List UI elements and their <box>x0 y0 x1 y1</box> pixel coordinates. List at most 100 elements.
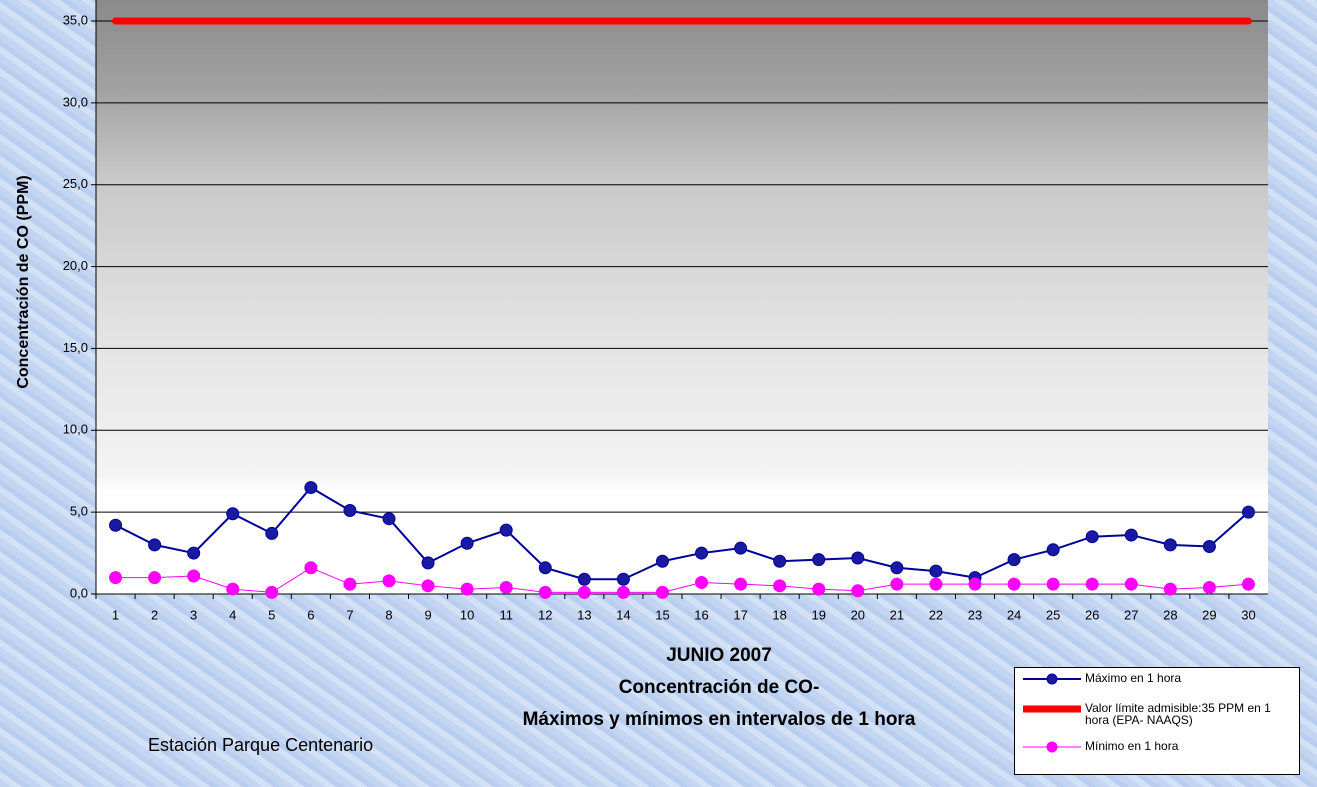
data-point <box>266 527 278 539</box>
data-point <box>774 555 786 567</box>
x-tick-label: 30 <box>1241 607 1255 622</box>
x-tick-label: 21 <box>890 607 904 622</box>
data-point <box>266 586 278 598</box>
x-tick-label: 8 <box>385 607 392 622</box>
data-point <box>1242 506 1254 518</box>
data-point <box>852 585 864 597</box>
x-tick-label: 20 <box>851 607 865 622</box>
x-tick-label: 24 <box>1007 607 1021 622</box>
x-tick-label: 10 <box>460 607 474 622</box>
legend-label: Valor límite admisible:35 PPM en 1 hora … <box>1085 702 1281 726</box>
data-point <box>227 508 239 520</box>
data-point <box>1164 583 1176 595</box>
data-point <box>617 573 629 585</box>
y-axis-label: Concentración de CO (PPM) <box>15 175 32 388</box>
data-point <box>930 565 942 577</box>
x-tick-label: 1 <box>112 607 119 622</box>
data-point <box>461 583 473 595</box>
x-tick-label: 16 <box>694 607 708 622</box>
x-tick-label: 2 <box>151 607 158 622</box>
data-point <box>344 505 356 517</box>
data-point <box>539 562 551 574</box>
data-point <box>656 555 668 567</box>
data-point <box>852 552 864 564</box>
data-point <box>383 513 395 525</box>
data-point <box>1242 578 1254 590</box>
data-point <box>735 578 747 590</box>
legend-marker <box>1047 742 1057 752</box>
data-point <box>735 542 747 554</box>
legend-swatch <box>1019 740 1085 754</box>
x-tick-label: 11 <box>499 607 513 622</box>
data-point <box>1086 578 1098 590</box>
data-point <box>422 580 434 592</box>
data-point <box>1203 541 1215 553</box>
data-point <box>1125 529 1137 541</box>
x-tick-label: 12 <box>538 607 552 622</box>
x-tick-label: 22 <box>929 607 943 622</box>
x-tick-label: 28 <box>1163 607 1177 622</box>
legend-label: Mínimo en 1 hora <box>1085 740 1281 752</box>
x-tick-label: 6 <box>307 607 314 622</box>
data-point <box>1125 578 1137 590</box>
data-point <box>1008 578 1020 590</box>
x-tick-label: 17 <box>733 607 747 622</box>
x-tick-label: 19 <box>811 607 825 622</box>
legend-item: Valor límite admisible:35 PPM en 1 hora … <box>1019 702 1281 726</box>
x-tick-label: 23 <box>968 607 982 622</box>
data-point <box>696 577 708 589</box>
x-tick-label: 9 <box>424 607 431 622</box>
data-point <box>617 586 629 598</box>
data-point <box>1047 544 1059 556</box>
data-point <box>656 586 668 598</box>
data-point <box>110 572 122 584</box>
legend-item: Mínimo en 1 hora <box>1019 740 1281 754</box>
data-point <box>539 586 551 598</box>
page: JUNIO 2007 Concentración de CO- Máximos … <box>0 0 1317 787</box>
data-point <box>813 554 825 566</box>
x-tick-label: 4 <box>229 607 236 622</box>
data-point <box>149 572 161 584</box>
data-point <box>1008 554 1020 566</box>
y-tick-label: 5,0 <box>70 504 88 519</box>
legend-marker <box>1047 674 1057 684</box>
x-tick-label: 26 <box>1085 607 1099 622</box>
y-tick-label: 20,0 <box>63 258 88 273</box>
data-point <box>383 575 395 587</box>
data-point <box>1203 581 1215 593</box>
data-point <box>774 580 786 592</box>
data-point <box>305 562 317 574</box>
data-point <box>578 586 590 598</box>
y-tick-label: 35,0 <box>63 12 88 27</box>
data-point <box>344 578 356 590</box>
x-tick-label: 27 <box>1124 607 1138 622</box>
x-tick-label: 3 <box>190 607 197 622</box>
x-tick-label: 5 <box>268 607 275 622</box>
data-point <box>461 537 473 549</box>
y-tick-label: 10,0 <box>63 422 88 437</box>
data-point <box>891 578 903 590</box>
y-tick-label: 25,0 <box>63 176 88 191</box>
data-point <box>305 482 317 494</box>
data-point <box>500 581 512 593</box>
data-point <box>1164 539 1176 551</box>
data-point <box>110 519 122 531</box>
legend-swatch <box>1019 702 1085 716</box>
data-point <box>422 557 434 569</box>
legend-label: Máximo en 1 hora <box>1085 672 1281 684</box>
data-point <box>891 562 903 574</box>
x-tick-label: 13 <box>577 607 591 622</box>
x-tick-label: 25 <box>1046 607 1060 622</box>
y-tick-label: 0,0 <box>70 585 88 600</box>
data-point <box>149 539 161 551</box>
x-tick-label: 18 <box>772 607 786 622</box>
data-point <box>1086 531 1098 543</box>
annotation: Estación Parque Centenario <box>148 735 373 755</box>
x-tick-label: 15 <box>655 607 669 622</box>
y-tick-label: 15,0 <box>63 340 88 355</box>
data-point <box>227 583 239 595</box>
x-tick-label: 7 <box>346 607 353 622</box>
x-tick-label: 14 <box>616 607 630 622</box>
data-point <box>188 547 200 559</box>
data-point <box>578 573 590 585</box>
